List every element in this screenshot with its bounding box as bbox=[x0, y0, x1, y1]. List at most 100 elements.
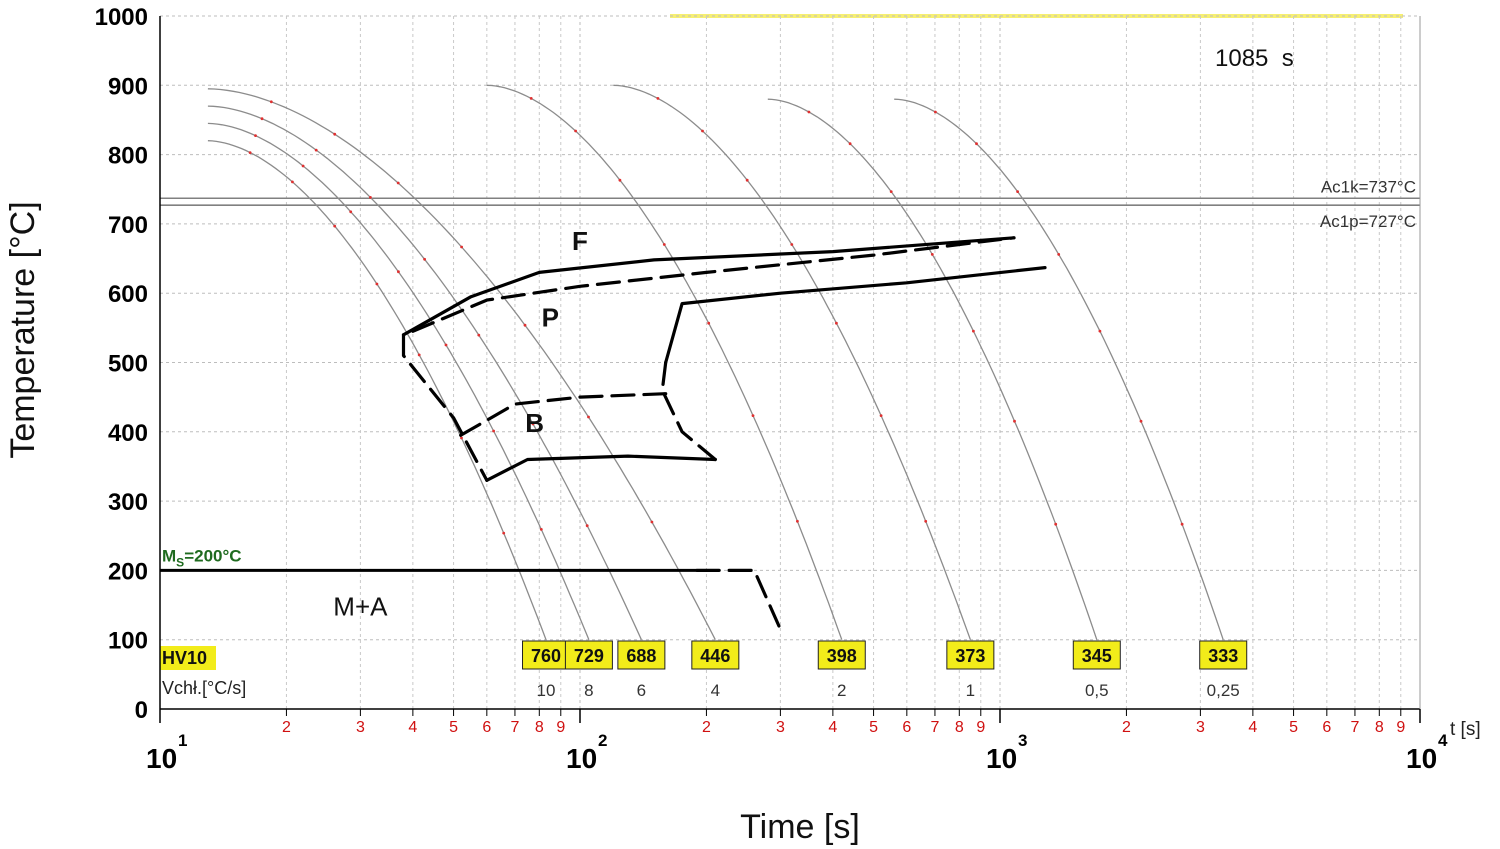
hardness-box bbox=[564, 640, 613, 670]
y-tick-label: 100 bbox=[108, 628, 148, 655]
curve-marker bbox=[972, 329, 975, 333]
curve-marker bbox=[477, 333, 481, 337]
curve-marker bbox=[260, 117, 264, 121]
y-tick-label: 500 bbox=[108, 351, 148, 378]
chart-labels: Ac1k=737°C Ac1p=727°C 760 10 729 8 688 6 446 4 398… bbox=[160, 177, 1416, 700]
curve-marker bbox=[1054, 522, 1058, 526]
region-label-f: F bbox=[572, 226, 588, 256]
x-minor-label: 8 bbox=[1375, 719, 1384, 736]
hardness-value: 373 bbox=[955, 646, 985, 666]
y-tick-label: 0 bbox=[135, 697, 148, 724]
curve-marker bbox=[701, 129, 704, 133]
curve-marker bbox=[924, 519, 928, 523]
hardness-value: 729 bbox=[574, 646, 604, 666]
curve-marker bbox=[587, 415, 590, 419]
region-label-b: B bbox=[525, 408, 544, 438]
curve-marker bbox=[349, 210, 353, 214]
curve-marker bbox=[369, 196, 372, 199]
curve-marker bbox=[254, 134, 257, 138]
rate-value: 6 bbox=[637, 681, 646, 700]
curve-marker bbox=[574, 129, 577, 133]
hardness-value: 688 bbox=[626, 646, 656, 666]
x-major-label-exp: 1 bbox=[178, 731, 187, 750]
bainite-start-line bbox=[401, 333, 489, 482]
curve-marker bbox=[460, 245, 463, 249]
x-minor-label: 4 bbox=[1248, 719, 1257, 736]
x-minor-label: 8 bbox=[535, 719, 544, 736]
x-minor-label: 3 bbox=[1196, 719, 1205, 736]
hardness-box bbox=[1199, 640, 1248, 670]
bainite-lower-line bbox=[485, 454, 717, 482]
x-minor-label: 2 bbox=[282, 719, 291, 736]
hardness-value: 446 bbox=[700, 646, 730, 666]
x-minor-label: 9 bbox=[976, 719, 985, 736]
hardness-box bbox=[617, 640, 666, 670]
ferrite-end-line bbox=[411, 236, 1016, 333]
hardness-box bbox=[946, 640, 995, 670]
x-minor-label: 5 bbox=[869, 719, 878, 736]
curve-marker bbox=[397, 270, 400, 274]
curve-marker bbox=[1013, 419, 1016, 423]
rate-row-label: Vchł.[°C/s] bbox=[162, 678, 246, 698]
rate-value: 4 bbox=[711, 681, 720, 700]
curve-marker bbox=[375, 282, 379, 286]
curve-marker bbox=[835, 321, 838, 325]
rate-value: 10 bbox=[537, 681, 556, 700]
x-axis-end-label: t [s] bbox=[1450, 719, 1481, 740]
x-minor-label: 9 bbox=[556, 719, 565, 736]
curve-marker bbox=[333, 224, 337, 228]
region-label-p: P bbox=[542, 302, 559, 332]
hardness-box bbox=[691, 640, 740, 670]
curve-marker bbox=[889, 190, 893, 194]
ferrite-start-line bbox=[401, 236, 1016, 337]
annotation-time: 1085 s bbox=[1215, 45, 1294, 72]
curve-marker bbox=[807, 110, 811, 114]
x-minor-label: 3 bbox=[776, 719, 785, 736]
y-tick-label: 1000 bbox=[95, 4, 148, 31]
curve-marker bbox=[879, 414, 883, 417]
hardness-value: 345 bbox=[1082, 646, 1112, 666]
x-minor-label: 7 bbox=[510, 719, 519, 736]
x-minor-label: 2 bbox=[1122, 719, 1131, 736]
y-tick-label: 400 bbox=[108, 420, 148, 447]
y-tick-label: 200 bbox=[108, 558, 148, 585]
ms-extension-line bbox=[695, 568, 783, 631]
curve-marker bbox=[934, 110, 937, 114]
ref-line-label: Ac1k=737°C bbox=[1321, 177, 1416, 196]
curve-marker bbox=[444, 343, 448, 347]
curve-marker bbox=[745, 178, 749, 182]
ms-label: MS=200°C bbox=[162, 546, 242, 569]
curve-marker bbox=[790, 243, 794, 246]
hardness-box bbox=[522, 640, 571, 670]
ylabel: Temperature [°C] bbox=[4, 201, 42, 458]
curve-marker bbox=[662, 243, 666, 246]
x-minor-label: 6 bbox=[482, 719, 491, 736]
x-minor-label: 6 bbox=[902, 719, 911, 736]
x-minor-label: 7 bbox=[1350, 719, 1359, 736]
curve-marker bbox=[930, 253, 934, 256]
x-major-label-base: 10 bbox=[1406, 743, 1437, 774]
xlabel: Time [s] bbox=[740, 808, 860, 846]
curve-marker bbox=[502, 531, 506, 535]
curve-marker bbox=[423, 257, 426, 261]
hv10-label: HV10 bbox=[162, 648, 207, 668]
curve-marker bbox=[333, 132, 337, 136]
x-minor-label: 8 bbox=[955, 719, 964, 736]
curve-marker bbox=[396, 181, 400, 185]
ref-line-label: Ac1p=727°C bbox=[1320, 212, 1416, 231]
curve-marker bbox=[269, 100, 273, 104]
y-tick-label: 300 bbox=[108, 489, 148, 516]
x-minor-label: 4 bbox=[828, 719, 837, 736]
curve-marker bbox=[314, 148, 318, 152]
curve-marker bbox=[650, 520, 654, 524]
rate-value: 0,25 bbox=[1207, 681, 1240, 700]
curve-marker bbox=[460, 436, 463, 440]
curve-marker bbox=[291, 180, 294, 184]
hardness-value: 398 bbox=[827, 646, 857, 666]
rate-value: 2 bbox=[837, 681, 846, 700]
x-minor-label: 9 bbox=[1396, 719, 1405, 736]
curve-marker bbox=[1057, 253, 1061, 256]
curve-marker bbox=[1139, 419, 1143, 423]
